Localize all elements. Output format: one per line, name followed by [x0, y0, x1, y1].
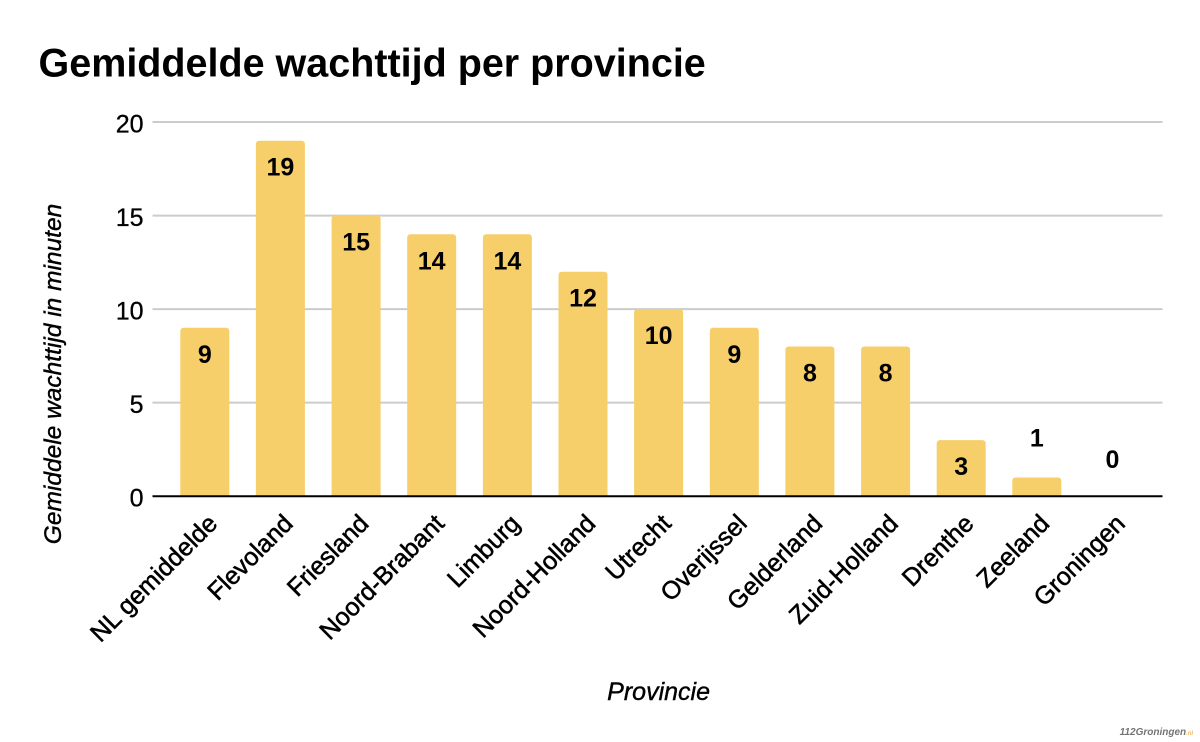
- svg-text:14: 14: [418, 247, 446, 275]
- svg-text:10: 10: [645, 322, 673, 350]
- svg-text:12: 12: [569, 285, 597, 313]
- svg-text:0: 0: [130, 485, 144, 513]
- svg-text:5: 5: [130, 391, 144, 419]
- svg-text:0: 0: [1106, 446, 1120, 474]
- svg-text:8: 8: [879, 360, 893, 388]
- svg-text:Gemiddele wachttijd in minuten: Gemiddele wachttijd in minuten: [40, 204, 67, 544]
- svg-text:112Groningen.nl: 112Groningen.nl: [1120, 727, 1194, 738]
- svg-text:9: 9: [198, 341, 212, 369]
- svg-text:15: 15: [342, 229, 370, 257]
- svg-text:10: 10: [116, 298, 144, 326]
- svg-text:1: 1: [1030, 425, 1044, 453]
- svg-text:19: 19: [266, 154, 294, 182]
- svg-text:Gemiddelde wachttijd per provi: Gemiddelde wachttijd per provincie: [39, 42, 706, 86]
- svg-text:20: 20: [116, 111, 144, 139]
- svg-text:8: 8: [803, 360, 817, 388]
- svg-text:3: 3: [954, 453, 968, 481]
- svg-text:Provincie: Provincie: [607, 678, 710, 706]
- svg-text:15: 15: [116, 204, 144, 232]
- svg-text:9: 9: [727, 341, 741, 369]
- svg-text:14: 14: [493, 247, 521, 275]
